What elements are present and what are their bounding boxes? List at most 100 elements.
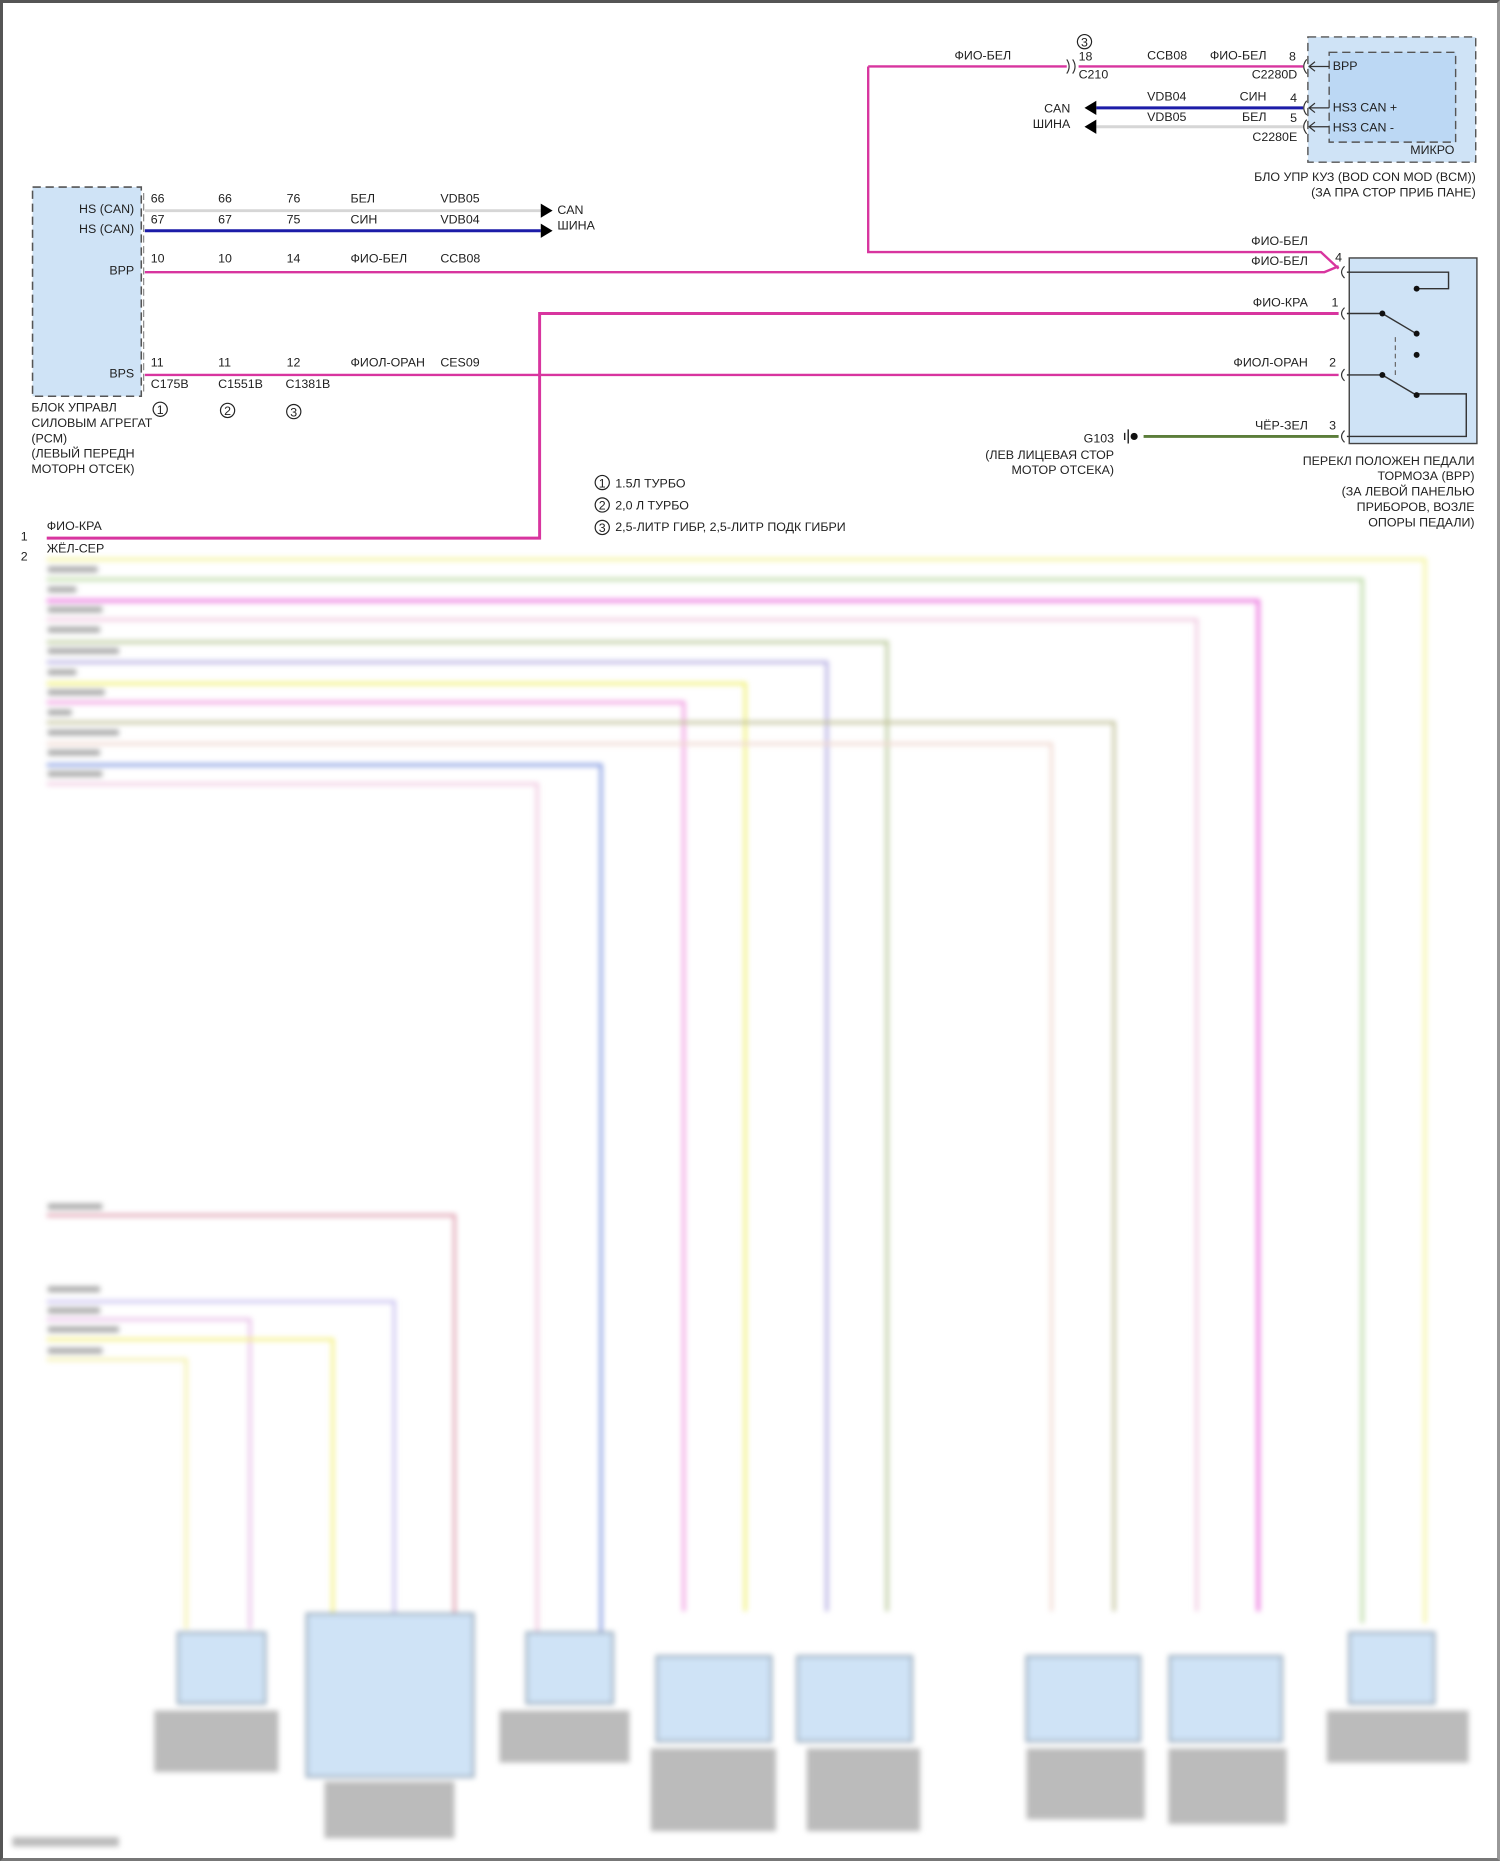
pcm-box bbox=[31, 186, 143, 398]
caption-line: БЛО УПР КУЗ (BOD CON MOD (BCM)) bbox=[1254, 170, 1476, 184]
variant-mark-circle bbox=[219, 402, 236, 419]
wire bbox=[46, 1300, 396, 1618]
caption-line: (ЗА ПРА СТОР ПРИБ ПАНЕ) bbox=[1311, 186, 1476, 200]
arrow-left-icon bbox=[1084, 100, 1097, 115]
variant-mark-circle bbox=[286, 403, 302, 420]
wire bbox=[46, 577, 1364, 1624]
caption-line: ТОРМОЗА (BPP) bbox=[1377, 469, 1474, 483]
pin-number: 2 bbox=[1329, 356, 1336, 370]
wire bbox=[46, 700, 686, 1612]
bcm-module: BPP HS3 CAN + HS3 CAN - МИКРО БЛО УПР КУ… bbox=[1254, 36, 1477, 200]
wire bbox=[46, 557, 1427, 1624]
caption-line: МОТОРН ОТСЕК) bbox=[31, 462, 134, 476]
legend-text: 2,0 Л ТУРБО bbox=[615, 499, 689, 513]
arrow-right-icon bbox=[540, 203, 553, 218]
wire bbox=[46, 763, 603, 1635]
can-bus-label: ШИНА bbox=[557, 219, 595, 233]
variant-mark: 3 bbox=[1081, 35, 1088, 49]
ground-dot bbox=[1130, 432, 1138, 440]
wire-ccb08-pcm bbox=[144, 265, 1340, 274]
pcm-caption: БЛОК УПРАВЛ СИЛОВЫМ АГРЕГАТ (PCM) (ЛЕВЫЙ… bbox=[31, 401, 152, 476]
pin-number: 8 bbox=[1289, 50, 1296, 64]
wire-color: ФИО-КРА bbox=[1253, 295, 1309, 309]
pin-number: 4 bbox=[1335, 251, 1342, 265]
pin-arrow-icon bbox=[1308, 61, 1330, 132]
pcm-row-labels: 66 66 76 БЕЛ VDB05 67 67 75 СИН VDB04 10… bbox=[151, 191, 481, 419]
circuit-id: VDB05 bbox=[1147, 110, 1186, 124]
wire-color: ФИОЛ-ОРАН bbox=[350, 356, 424, 370]
ground-icon bbox=[1123, 429, 1129, 444]
pin-number: 67 bbox=[151, 213, 165, 227]
pcm-pin-hs-can-2: HS (CAN) bbox=[79, 222, 134, 236]
caption-line: ПЕРЕКЛ ПОЛОЖЕН ПЕДАЛИ bbox=[1303, 454, 1475, 468]
inline-connector-icon bbox=[1066, 59, 1076, 74]
wire bbox=[46, 1358, 188, 1630]
pin-number: 66 bbox=[218, 191, 232, 205]
bcm-pin-can-minus: HS3 CAN - bbox=[1333, 120, 1394, 134]
harness-number: 1 bbox=[21, 529, 28, 543]
wire-color: СИН bbox=[1240, 90, 1267, 104]
pin-number: 67 bbox=[218, 213, 232, 227]
wire bbox=[46, 598, 1261, 1612]
can-bus-label: ШИНА bbox=[1033, 117, 1071, 131]
caption-line: (PCM) bbox=[31, 431, 67, 445]
variant-mark-circle bbox=[1076, 33, 1093, 50]
caption-line: (ЛЕВЫЙ ПЕРЕДН bbox=[31, 446, 134, 461]
arrow-right-icon bbox=[540, 223, 553, 238]
illegible-labels bbox=[47, 566, 119, 1354]
bpp-switch: ФИО-БЕЛ ФИО-БЕЛ 4 ФИО-КРА 1 ФИОЛ-ОРАН 2 … bbox=[1233, 234, 1478, 529]
can-bus-label: CAN bbox=[557, 203, 583, 217]
pin-number: 3 bbox=[1329, 418, 1336, 432]
bcm-pin-can-plus: HS3 CAN + bbox=[1333, 100, 1397, 114]
caption-line: ОПОРЫ ПЕДАЛИ) bbox=[1368, 515, 1474, 529]
variant-mark-circle bbox=[152, 401, 168, 417]
bcm-micro-box bbox=[1328, 51, 1457, 143]
harness-number: 2 bbox=[21, 550, 28, 564]
wire bbox=[46, 1337, 335, 1618]
legend-mark: 3 bbox=[599, 521, 606, 535]
pin-number: 5 bbox=[1290, 111, 1297, 125]
circuit-id: CCB08 bbox=[440, 252, 480, 266]
wire bbox=[46, 1213, 456, 1618]
connector-icon bbox=[1340, 265, 1345, 443]
variant-mark: 1 bbox=[157, 403, 164, 417]
wire-color: БЕЛ bbox=[350, 191, 375, 205]
pin-number: 11 bbox=[218, 356, 231, 370]
pin-number: 10 bbox=[218, 252, 232, 266]
wire-ccb08-bcm bbox=[867, 66, 1340, 270]
pin-number: 1 bbox=[1332, 295, 1339, 309]
ground-g103: G103 (ЛЕВ ЛИЦЕВАЯ СТОР МОТОР ОТСЕКА) bbox=[985, 429, 1138, 477]
wire-color: ЖЁЛ-СЕР bbox=[47, 541, 105, 555]
wire-color: ЧЁР-ЗЕЛ bbox=[1255, 418, 1308, 432]
pin-number: 14 bbox=[287, 252, 301, 266]
legend-mark: 1 bbox=[599, 476, 606, 490]
pcm-pin-bpp: BPP bbox=[109, 264, 134, 278]
wire-color: ФИО-БЕЛ bbox=[1210, 48, 1267, 62]
wire bbox=[46, 1317, 252, 1630]
wire-color: БЕЛ bbox=[1242, 110, 1267, 124]
caption-line: МОТОР ОТСЕКА) bbox=[1012, 463, 1114, 477]
caption-line: БЛОК УПРАВЛ bbox=[31, 401, 116, 415]
circuit-id: CCB08 bbox=[1147, 48, 1187, 62]
wire-color: ФИО-БЕЛ bbox=[1251, 234, 1308, 248]
wire bbox=[46, 640, 889, 1612]
connector-id: C2280D bbox=[1252, 67, 1298, 81]
circuit-id: VDB05 bbox=[440, 191, 479, 205]
legend: 1 1.5Л ТУРБО 2 2,0 Л ТУРБО 3 2,5-ЛИТР ГИ… bbox=[594, 474, 846, 535]
contact-dots bbox=[1379, 285, 1420, 399]
pin-number: 76 bbox=[287, 191, 301, 205]
pin-number: 12 bbox=[287, 356, 301, 370]
pcm-module: HS (CAN) HS (CAN) BPP BPS БЛОК УПРАВЛ СИ… bbox=[31, 186, 153, 476]
wire bbox=[46, 618, 1199, 1612]
pin-number: 10 bbox=[151, 252, 165, 266]
wiring-diagram: HS (CAN) HS (CAN) BPP BPS БЛОК УПРАВЛ СИ… bbox=[12, 33, 1478, 1847]
wire-fio-kra bbox=[46, 312, 1339, 540]
circuit-id: VDB04 bbox=[1147, 90, 1186, 104]
caption-line: (ЛЕВ ЛИЦЕВАЯ СТОР bbox=[985, 448, 1114, 462]
wire-color: ФИО-БЕЛ bbox=[1251, 254, 1308, 268]
pcm-pin-bps: BPS bbox=[109, 366, 134, 380]
bpp-switch-box bbox=[1348, 257, 1478, 445]
wire-color: СИН bbox=[350, 213, 377, 227]
connector-id: C1551B bbox=[218, 377, 263, 391]
